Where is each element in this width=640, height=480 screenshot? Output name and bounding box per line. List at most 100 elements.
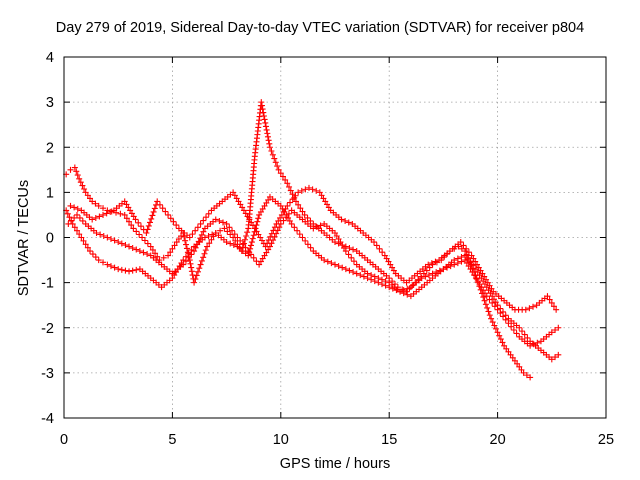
data-point-marker [522,306,529,313]
data-point-marker [263,249,270,256]
data-point-marker [167,215,174,222]
x-tick-label: 20 [490,432,506,448]
data-point-marker [265,246,272,253]
data-point-marker [530,303,537,310]
data-point-marker [404,285,411,292]
data-point-marker [111,264,118,271]
data-point-marker [194,268,201,275]
data-point-marker [77,179,84,186]
data-point-marker [209,231,216,238]
data-point-marker [283,214,290,221]
data-point-marker [480,294,487,301]
y-tick-label: -4 [41,411,54,427]
x-tick-label: 15 [381,432,397,448]
data-point-marker [254,218,261,225]
data-point-marker [237,237,244,244]
x-tick-label: 25 [598,432,614,448]
data-point-marker [451,261,458,268]
data-point-marker [74,227,81,234]
data-point-marker [353,270,360,277]
data-point-marker [100,211,107,218]
data-point-marker [76,175,83,182]
data-point-marker [342,248,349,255]
data-point-marker [73,168,80,175]
data-point-marker [92,200,99,207]
data-point-marker [247,251,254,258]
data-point-marker [489,299,496,306]
data-point-marker [230,242,237,249]
data-point-marker [165,211,172,218]
data-point-marker [489,319,496,326]
data-point-marker [548,356,555,363]
data-point-marker [76,231,83,238]
data-point-marker [313,187,320,194]
data-point-marker [486,296,493,303]
data-point-marker [481,290,488,297]
data-point-marker [338,216,345,223]
data-point-marker [502,316,509,323]
data-point-marker [100,205,107,212]
data-point-marker [87,195,94,202]
data-point-marker [328,260,335,267]
y-tick-label: 3 [46,95,54,111]
y-tick-label: 0 [46,231,54,247]
data-point-marker [152,250,159,257]
data-point-marker [186,234,193,241]
data-point-marker [89,198,96,205]
data-point-marker [146,219,153,226]
data-point-marker [425,261,432,268]
data-point-marker [265,137,272,144]
data-point-marker [389,264,396,271]
data-point-marker [337,239,344,246]
data-point-marker [248,219,255,226]
data-point-marker [277,214,284,221]
data-point-marker [223,220,230,227]
data-point-marker [268,148,275,155]
data-point-marker [182,237,189,244]
data-point-marker [242,236,249,243]
data-point-marker [285,210,292,217]
data-point-marker [371,239,378,246]
data-point-marker [264,133,271,140]
data-point-marker [71,204,78,211]
data-point-marker [350,269,357,276]
data-point-marker [133,266,140,273]
data-point-marker [523,372,530,379]
grid-lines [64,57,606,418]
data-point-marker [335,236,342,243]
data-point-marker [89,251,96,258]
data-point-marker [307,244,314,251]
data-point-marker [89,216,96,223]
data-point-marker [262,243,269,250]
data-point-marker [107,208,114,215]
data-point-marker [325,204,332,211]
data-point-marker [297,205,304,212]
data-point-marker [95,202,102,209]
data-point-marker [476,281,483,288]
data-point-marker [262,123,269,130]
data-point-marker [409,282,416,289]
data-point-marker [368,272,375,279]
data-point-marker [552,354,559,361]
data-point-marker [248,239,255,246]
data-point-marker [216,217,223,224]
data-point-marker [204,243,211,250]
data-point-marker [121,211,128,218]
data-point-marker [294,227,301,234]
data-point-marker [100,232,107,239]
data-point-marker [259,205,266,212]
data-point-marker [268,230,275,237]
data-point-marker [274,163,281,170]
data-point-marker [265,237,272,244]
data-point-marker [71,214,78,221]
data-point-marker [189,231,196,238]
data-point-marker [521,331,528,338]
data-point-marker [482,301,489,308]
data-point-marker [87,248,94,255]
data-point-marker [332,229,338,236]
data-point-marker [471,272,478,279]
data-point-marker [182,258,189,265]
data-point-marker [373,242,380,249]
data-point-marker [92,214,99,221]
data-point-marker [126,268,133,275]
